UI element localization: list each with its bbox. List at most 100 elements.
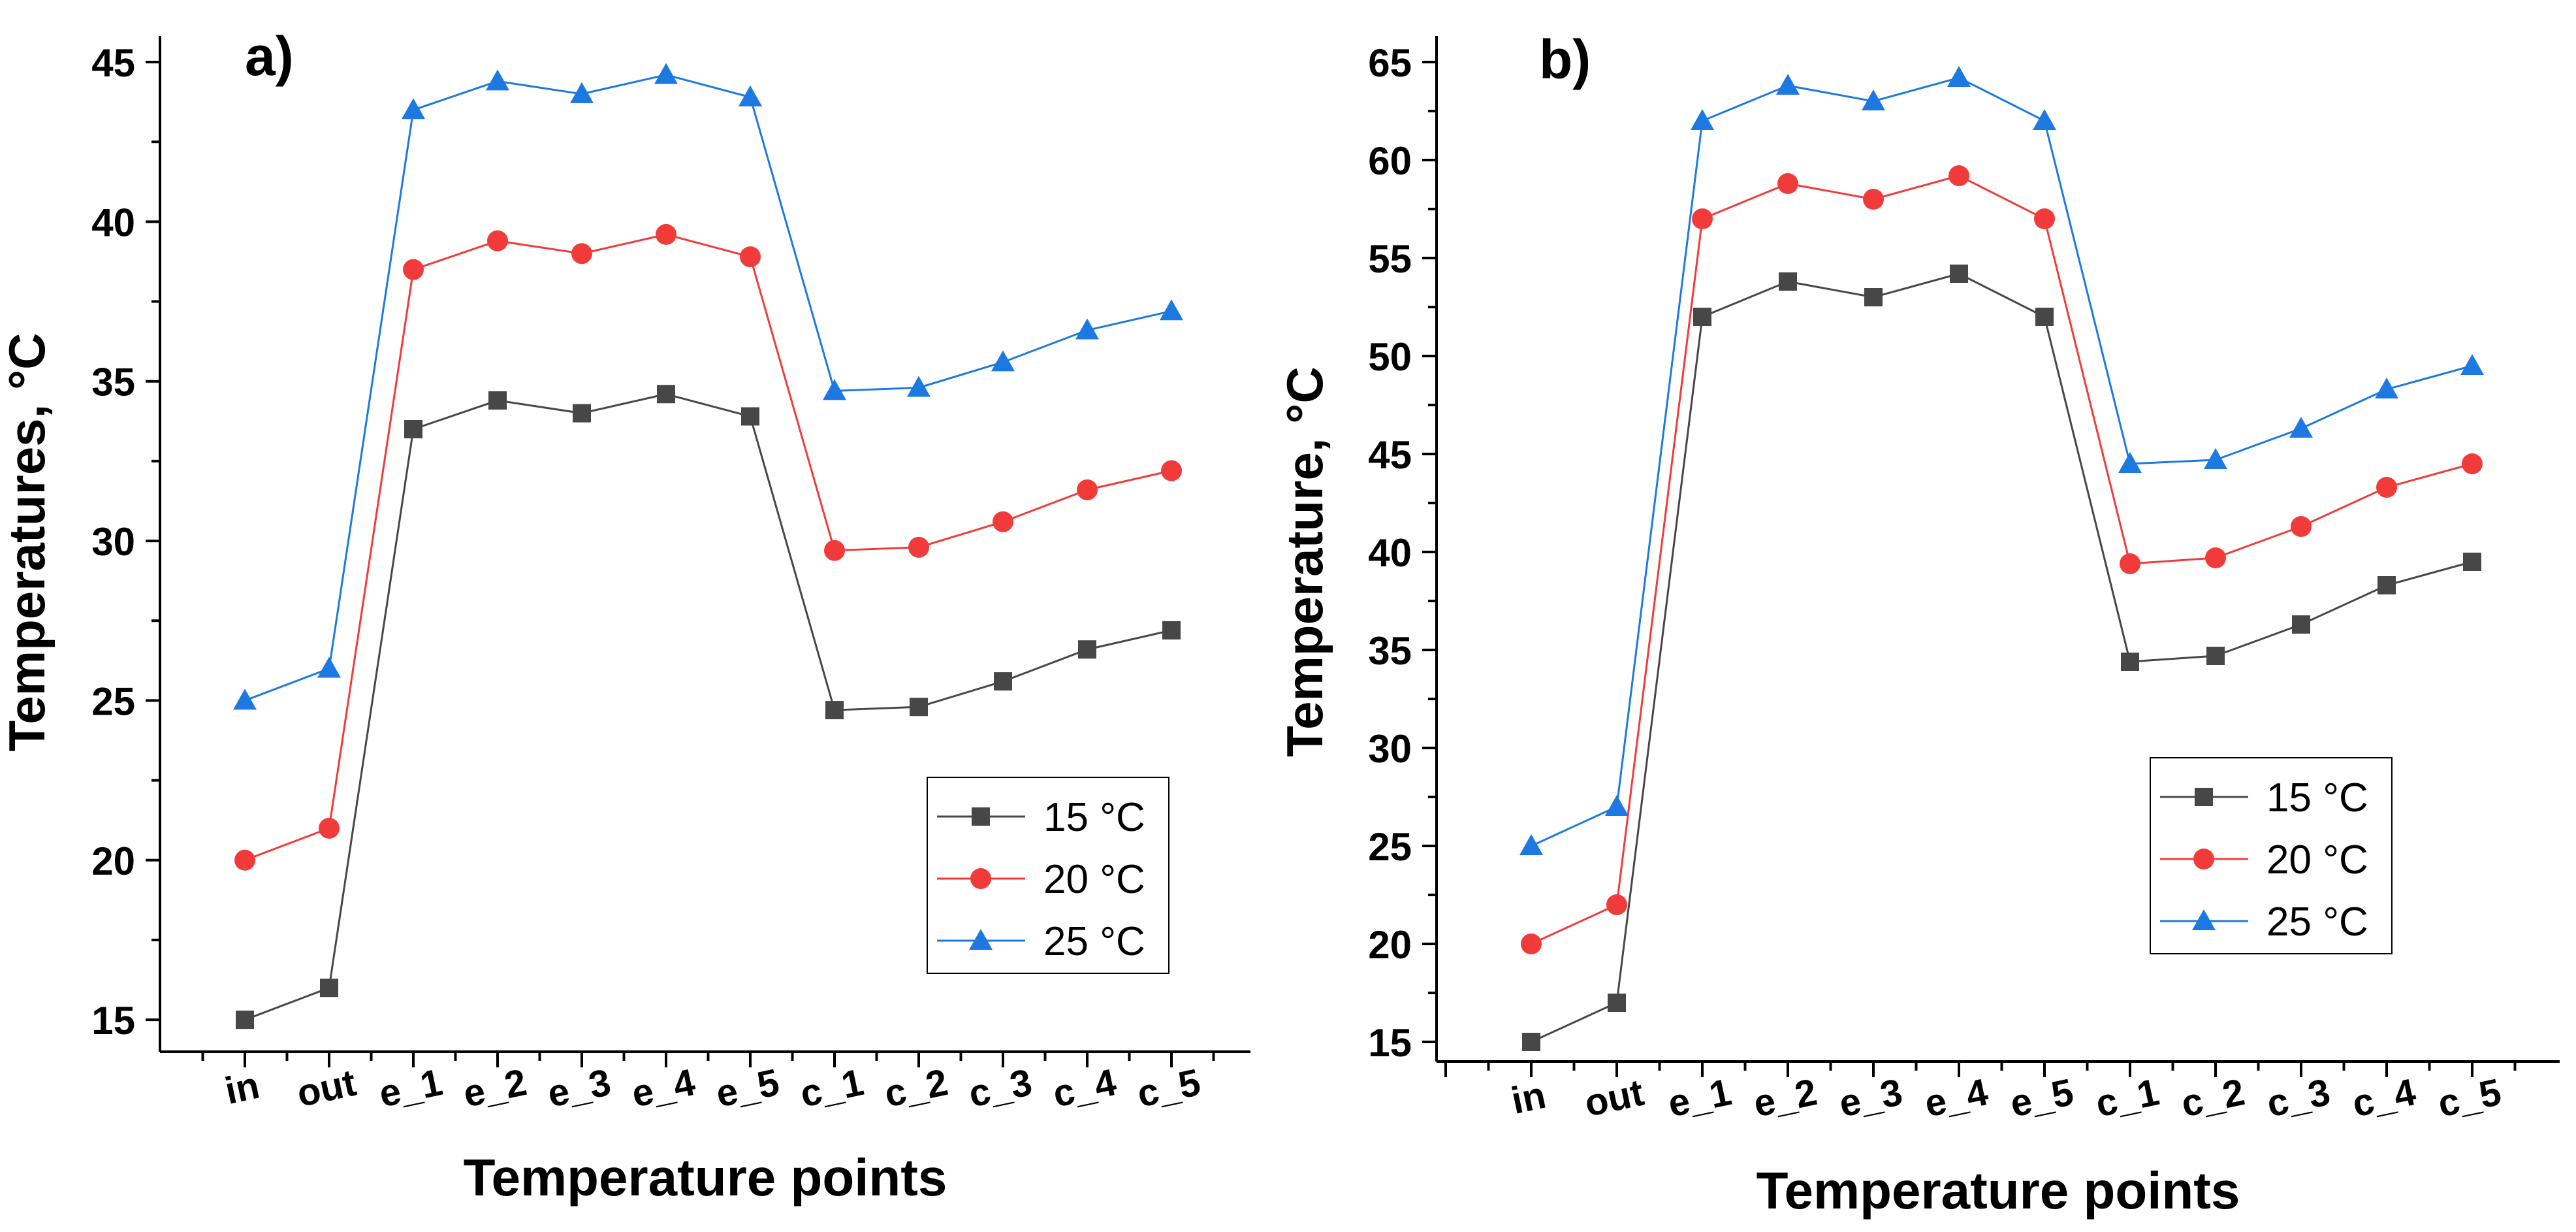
- data-point-triangle: [486, 69, 509, 91]
- data-point-triangle: [1519, 834, 1543, 855]
- x-tick-label-c-3: c_3: [965, 1061, 1036, 1116]
- legend-label: 25 °C: [1043, 919, 1145, 964]
- x-tick-label-e-2: e_2: [1750, 1071, 1821, 1126]
- data-point-triangle: [907, 376, 930, 397]
- data-point-circle: [1077, 479, 1098, 500]
- data-point-circle: [319, 817, 340, 839]
- data-point-circle: [1777, 173, 1798, 194]
- y-tick-label: 45: [91, 41, 135, 85]
- legend-label: 25 °C: [2266, 900, 2368, 945]
- data-point-square: [741, 407, 759, 426]
- data-point-square: [404, 420, 422, 439]
- data-point-circle: [740, 246, 761, 268]
- x-tick-label-c-1: c_1: [2092, 1071, 2163, 1126]
- x-tick-label-e-2: e_2: [460, 1061, 530, 1116]
- data-point-triangle: [654, 63, 678, 84]
- data-point-triangle: [991, 350, 1015, 372]
- panel-label: b): [1539, 29, 1591, 90]
- legend: 15 °C 20 °C 25 °C: [927, 777, 1169, 974]
- series-line: [1531, 76, 2473, 847]
- y-tick-label: 20: [91, 839, 135, 883]
- data-point-circle: [1521, 933, 1542, 954]
- y-tick-label: 30: [91, 520, 135, 564]
- data-point-square: [2463, 553, 2481, 571]
- data-point-triangle: [2289, 417, 2313, 438]
- series-line: [244, 233, 1172, 862]
- legend-marker-square: [2195, 788, 2213, 806]
- y-tick-label: 45: [1368, 433, 1412, 477]
- data-point-square: [1864, 288, 1883, 306]
- data-point-square: [236, 1011, 254, 1029]
- y-axis-title: Temperatures, °C: [0, 333, 56, 752]
- data-point-square: [1950, 265, 1968, 283]
- data-point-square: [1779, 272, 1797, 291]
- x-tick-label-c-3: c_3: [2263, 1071, 2334, 1126]
- data-point-circle: [2205, 547, 2226, 568]
- x-tick-label-e-3: e_3: [1836, 1071, 1906, 1126]
- data-point-square: [2035, 308, 2054, 326]
- data-point-square: [657, 385, 675, 404]
- chart-panel-b: 15 20 25 30 35 40 45 50 55 60 65 in out e_1 e_2 e_3 e_4 e…: [1276, 29, 2560, 1220]
- data-point-circle: [2120, 553, 2140, 574]
- x-axis-title: Temperature points: [1757, 1161, 2240, 1220]
- series-15c: [1522, 265, 2481, 1051]
- data-point-square: [2121, 653, 2139, 671]
- data-point-triangle: [2375, 378, 2398, 398]
- y-tick-label: 60: [1368, 139, 1412, 183]
- data-point-circle: [2291, 516, 2312, 537]
- data-point-circle: [1863, 189, 1884, 210]
- data-point-triangle: [1691, 109, 1714, 130]
- series-20c: [1521, 165, 2483, 954]
- data-point-square: [2377, 576, 2396, 594]
- x-tick-label-e-1: e_1: [1664, 1071, 1735, 1126]
- data-point-square: [1162, 621, 1181, 640]
- y-tick-label: 40: [91, 201, 135, 244]
- y-tick-label: 40: [1368, 531, 1412, 575]
- data-point-circle: [2034, 208, 2055, 229]
- data-point-square: [573, 404, 591, 423]
- data-point-circle: [234, 849, 255, 871]
- x-tick-label-out: out: [1581, 1071, 1647, 1125]
- data-point-circle: [487, 230, 508, 251]
- series-line: [244, 393, 1172, 1021]
- data-point-square: [1608, 994, 1626, 1012]
- x-tick-label-e-5: e_5: [712, 1061, 783, 1116]
- legend-marker-circle: [970, 868, 991, 889]
- series-line: [1531, 174, 2473, 945]
- data-point-triangle: [233, 689, 257, 710]
- data-point-triangle: [739, 85, 762, 106]
- y-tick-label: 35: [1368, 629, 1412, 673]
- data-point-circle: [993, 511, 1013, 532]
- data-point-circle: [2376, 477, 2397, 498]
- series-line: [1531, 272, 2473, 1043]
- x-tick-label-in: in: [1508, 1074, 1550, 1122]
- x-tick-label-e-4: e_4: [628, 1061, 699, 1116]
- series-25c: [1519, 66, 2484, 855]
- data-point-square: [2292, 615, 2310, 634]
- y-tick-label: 35: [91, 361, 135, 404]
- legend-marker-triangle: [2192, 909, 2216, 930]
- data-point-circle: [656, 223, 676, 245]
- y-tick-label: 15: [1368, 1021, 1412, 1065]
- x-tick-label-in: in: [221, 1064, 263, 1112]
- data-point-square: [1522, 1033, 1540, 1051]
- x-tick-label-c-4: c_4: [2349, 1071, 2419, 1126]
- panel-label: a): [245, 25, 294, 87]
- series-line: [244, 74, 1172, 702]
- x-tick-label-e-5: e_5: [2007, 1071, 2077, 1126]
- y-tick-label: 65: [1368, 41, 1412, 85]
- data-point-square: [910, 698, 928, 717]
- data-point-triangle: [1947, 66, 1971, 87]
- x-axis-title: Temperature points: [464, 1148, 947, 1207]
- data-point-square: [488, 391, 507, 410]
- y-tick-label: 20: [1368, 923, 1412, 967]
- y-tick-label: 25: [1368, 825, 1412, 869]
- x-tick-label-e-4: e_4: [1921, 1071, 1992, 1126]
- legend-marker-triangle: [969, 929, 993, 950]
- legend-label: 15 °C: [2266, 775, 2368, 820]
- series-25c: [233, 63, 1183, 710]
- chart-panel-a: 15 20 25 30 35 40 45 in out e_1 e_2 e_3 e_4 e_5 c_1 c_2…: [0, 25, 1250, 1207]
- data-point-circle: [571, 243, 592, 265]
- x-tick-label-c-1: c_1: [797, 1061, 867, 1116]
